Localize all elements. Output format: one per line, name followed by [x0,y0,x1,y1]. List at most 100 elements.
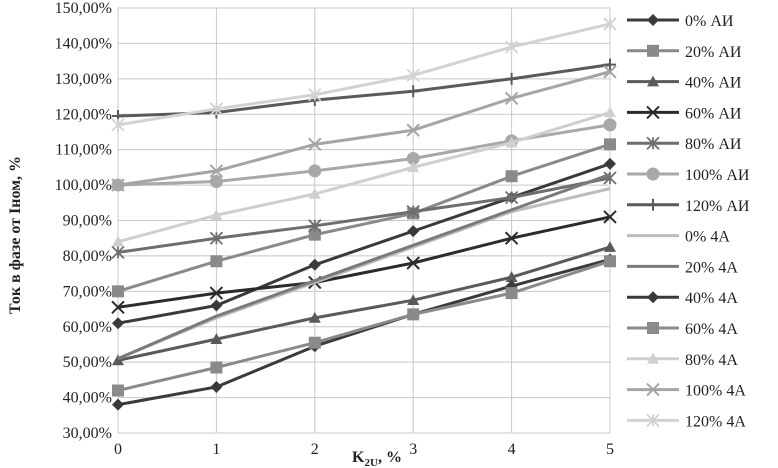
series-group [112,255,616,397]
legend-label: 100% 4А [685,383,746,400]
marker-triangle [407,294,420,305]
marker-square [505,170,518,183]
marker-x [111,300,125,314]
y-tick-label: 50,00% [63,354,112,371]
legend-item: 0% АИ [627,13,734,30]
legend-label: 100% АИ [685,167,750,184]
marker-asterisk [603,171,617,185]
series-group [112,106,616,247]
marker-asterisk [111,118,125,132]
legend-item: 120% АИ [627,198,750,215]
marker-triangle [308,187,321,199]
legend-label: 20% АИ [685,44,742,61]
marker-diamond [210,299,223,312]
series-group [111,65,617,192]
y-tick-label: 110,00% [55,142,112,159]
marker-x [308,137,322,152]
x-tick-label: 4 [508,441,516,458]
marker-diamond [112,317,124,330]
marker-diamond [647,291,659,304]
marker-diamond [407,225,420,238]
legend-item: 20% АИ [627,44,742,61]
legend-item: 20% 4А [627,259,738,276]
x-tick-label: 3 [409,441,417,458]
marker-x [646,105,660,120]
marker-diamond [647,14,659,26]
marker-square [308,228,321,241]
series-group [111,171,617,260]
legend-item: 100% АИ [627,167,750,184]
series-line [117,176,611,254]
marker-square [210,361,223,374]
marker-plus [407,85,420,98]
series-line [117,245,611,362]
legend-label: 40% 4А [685,290,738,307]
marker-diamond [112,398,124,411]
y-tick-label: 70,00% [63,283,112,300]
y-tick-label: 40,00% [63,390,112,407]
marker-x [504,231,519,245]
legend-item: 0% 4А [627,229,730,246]
marker-asterisk [406,205,420,219]
marker-square [112,384,124,397]
marker-triangle [112,235,124,247]
marker-x [209,164,224,178]
marker-asterisk [111,245,125,260]
legend-label: 60% 4А [685,321,738,338]
marker-circle [308,164,322,178]
marker-triangle [604,106,616,118]
marker-triangle [505,271,518,282]
marker-triangle [505,136,518,148]
series-line [117,173,611,361]
marker-asterisk [646,136,660,150]
legend-label: 120% 4А [685,413,746,430]
y-tick-label: 80,00% [63,248,112,265]
marker-triangle [647,352,659,364]
marker-x [603,210,617,224]
marker-x [111,178,125,192]
series-line [117,162,611,325]
legend-item: 80% 4А [627,352,738,369]
marker-diamond [210,380,223,393]
marker-square [407,308,420,321]
marker-square [647,322,659,334]
legend-label: 0% 4А [685,229,730,246]
series-group [111,17,617,132]
y-tick-label: 90,00% [63,213,112,230]
series-group [117,173,611,361]
marker-x [504,91,519,106]
series-group [112,253,616,411]
marker-circle [603,118,617,132]
y-tick-label: 60,00% [63,319,112,336]
marker-asterisk [504,40,519,54]
legend-item: 60% 4А [627,321,738,338]
marker-asterisk [209,231,224,245]
marker-asterisk [308,219,322,233]
legend-item: 80% АИ [627,136,742,153]
y-axis-title: Ток в фазе от Iном, % [7,156,24,314]
marker-triangle [210,209,223,220]
x-tick-label: 5 [606,441,614,458]
y-tick-label: 140,00% [55,35,112,52]
x-axis-title: K2U, % [352,449,402,468]
marker-square [647,44,659,57]
marker-triangle [112,354,124,366]
legend-label: 120% АИ [685,198,750,215]
marker-square [112,285,124,298]
marker-x [646,382,660,397]
marker-square [604,255,616,268]
marker-asterisk [209,102,224,116]
marker-circle [646,167,660,181]
legend-item: 60% АИ [627,105,742,122]
x-tick-label: 0 [114,441,122,458]
x-axis-ticks: 0 1 2 3 4 5 [114,441,614,458]
legend-label: 80% 4А [685,352,738,369]
marker-asterisk [603,17,617,31]
y-tick-label: 30,00% [63,425,112,442]
marker-triangle [604,241,616,252]
marker-asterisk [406,68,420,82]
marker-plus [505,72,518,85]
legend-label: 40% АИ [685,75,742,92]
legend-label: 20% 4А [685,259,738,276]
